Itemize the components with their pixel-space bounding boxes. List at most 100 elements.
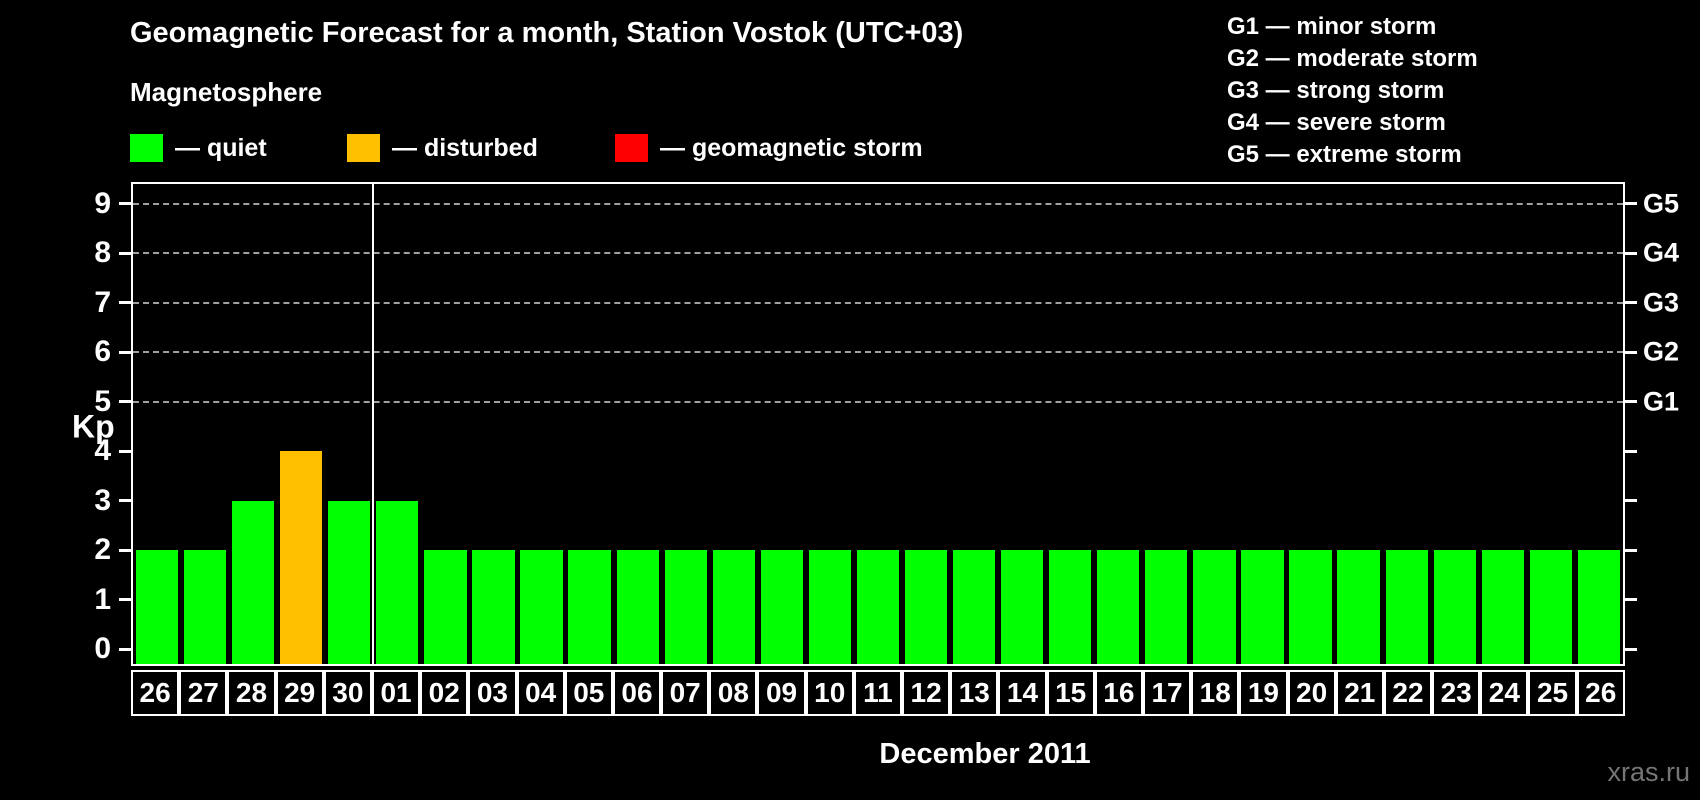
kp-bar-day-16 <box>1097 550 1140 664</box>
kp-bar-day-28 <box>232 500 275 664</box>
kp-bar-day-20 <box>1289 550 1332 664</box>
kp-bar-day-21 <box>1337 550 1380 664</box>
y-tick-left-6 <box>119 350 131 354</box>
date-label-09: 09 <box>757 670 806 716</box>
grid-line-kp8 <box>133 252 1623 255</box>
bar-slot-12 <box>902 184 950 664</box>
kp-bar-day-19 <box>1241 550 1284 664</box>
kp-bar-day-08 <box>712 550 755 664</box>
g-scale-axis-label-g3: G3 <box>1643 287 1680 318</box>
date-label-18: 18 <box>1191 670 1240 716</box>
grid-line-kp5 <box>133 400 1623 403</box>
bar-slot-02 <box>421 184 469 664</box>
bar-slot-30 <box>325 184 373 664</box>
date-label-01: 01 <box>371 670 421 716</box>
date-label-27: 27 <box>179 670 228 716</box>
bar-slot-09 <box>758 184 806 664</box>
bar-slot-26 <box>1575 184 1623 664</box>
date-label-20: 20 <box>1287 670 1336 716</box>
kp-bar-day-26 <box>135 550 179 664</box>
y-tick-label-5: 5 <box>94 384 111 418</box>
date-label-25: 25 <box>1528 670 1577 716</box>
kp-bar-day-13 <box>952 550 996 664</box>
g-scale-legend-line: G2 — moderate storm <box>1227 45 1478 72</box>
bar-slot-29 <box>277 184 325 664</box>
bar-slot-13 <box>950 184 998 664</box>
kp-bar-day-17 <box>1145 550 1188 664</box>
plot-area: 0 1 2 3 4 5 6 7 8 9 G1 G2 G3 G4 G5 <box>94 182 1679 666</box>
bar-slot-10 <box>806 184 854 664</box>
date-label-14: 14 <box>998 670 1047 716</box>
g-scale-legend: G1 — minor storm G2 — moderate storm G3 — … <box>1227 11 1478 171</box>
date-label-10: 10 <box>805 670 854 716</box>
quiet-color-swatch <box>130 134 163 162</box>
kp-bar-day-26 <box>1577 550 1621 664</box>
date-label-11: 11 <box>853 670 902 716</box>
bar-slot-19 <box>1238 184 1286 664</box>
bar-slot-18 <box>1190 184 1238 664</box>
date-label-19: 19 <box>1239 670 1288 716</box>
y-tick-left-5 <box>119 400 131 404</box>
bar-slot-21 <box>1335 184 1383 664</box>
legend-item-label: — geomagnetic storm <box>660 133 923 162</box>
bar-slot-24 <box>1479 184 1527 664</box>
y-tick-right-0 <box>1625 647 1637 651</box>
y-tick-label-0: 0 <box>94 632 111 666</box>
y-tick-left-8 <box>119 251 131 255</box>
kp-bar-day-12 <box>904 550 948 664</box>
date-label-26: 26 <box>131 670 180 716</box>
date-label-30: 30 <box>323 670 372 716</box>
g-scale-legend-line: G4 — severe storm <box>1227 109 1446 136</box>
kp-bar-day-25 <box>1529 550 1572 664</box>
bar-slot-06 <box>614 184 662 664</box>
bar-slot-22 <box>1383 184 1431 664</box>
kp-bar-day-29 <box>280 451 323 664</box>
y-tick-right-4 <box>1625 449 1637 453</box>
kp-bar-day-05 <box>568 550 611 664</box>
date-label-16: 16 <box>1094 670 1143 716</box>
y-tick-left-0 <box>119 647 131 651</box>
y-tick-right-8 <box>1625 251 1637 255</box>
g-scale-axis-label-g5: G5 <box>1643 188 1680 219</box>
bar-slot-27 <box>181 184 229 664</box>
y-tick-right-9 <box>1625 202 1637 206</box>
kp-bar-day-09 <box>760 550 803 664</box>
watermark: xras.ru <box>1607 757 1690 787</box>
y-tick-right-7 <box>1625 301 1637 305</box>
y-tick-label-8: 8 <box>94 236 111 270</box>
x-axis-title: December 2011 <box>879 738 1091 770</box>
date-label-07: 07 <box>661 670 710 716</box>
date-label-28: 28 <box>227 670 276 716</box>
date-label-21: 21 <box>1335 670 1384 716</box>
g-scale-legend-line: G3 — strong storm <box>1227 77 1445 104</box>
date-label-23: 23 <box>1432 670 1481 716</box>
bar-slot-20 <box>1287 184 1335 664</box>
y-tick-label-4: 4 <box>94 434 111 468</box>
y-tick-label-1: 1 <box>94 582 111 616</box>
kp-bar-day-14 <box>1001 550 1044 664</box>
disturbed-color-swatch <box>347 134 380 162</box>
bar-slot-16 <box>1094 184 1142 664</box>
date-label-26: 26 <box>1576 670 1625 716</box>
kp-bar-day-04 <box>520 550 563 664</box>
kp-bar-day-15 <box>1049 550 1092 664</box>
g-scale-axis-label-g1: G1 <box>1643 386 1680 417</box>
kp-bar-day-18 <box>1193 550 1236 664</box>
kp-bar-day-27 <box>183 550 227 664</box>
bar-slot-01 <box>373 184 421 664</box>
kp-bar-day-23 <box>1433 550 1476 664</box>
g-scale-legend-line: G5 — extreme storm <box>1227 141 1462 168</box>
bar-slot-14 <box>998 184 1046 664</box>
legend-item-storm: — geomagnetic storm <box>615 133 923 163</box>
legend-item-label: — disturbed <box>392 133 538 162</box>
date-label-05: 05 <box>564 670 613 716</box>
kp-bar-day-22 <box>1385 550 1428 664</box>
y-axis-title: Kp <box>72 408 115 445</box>
kp-bar-day-07 <box>664 550 707 664</box>
date-label-08: 08 <box>709 670 758 716</box>
y-tick-label-9: 9 <box>94 186 111 220</box>
g-scale-axis-label-g4: G4 <box>1643 237 1680 268</box>
bar-slot-25 <box>1527 184 1575 664</box>
bar-slot-05 <box>566 184 614 664</box>
magnetosphere-legend-heading: Magnetosphere <box>130 77 323 107</box>
